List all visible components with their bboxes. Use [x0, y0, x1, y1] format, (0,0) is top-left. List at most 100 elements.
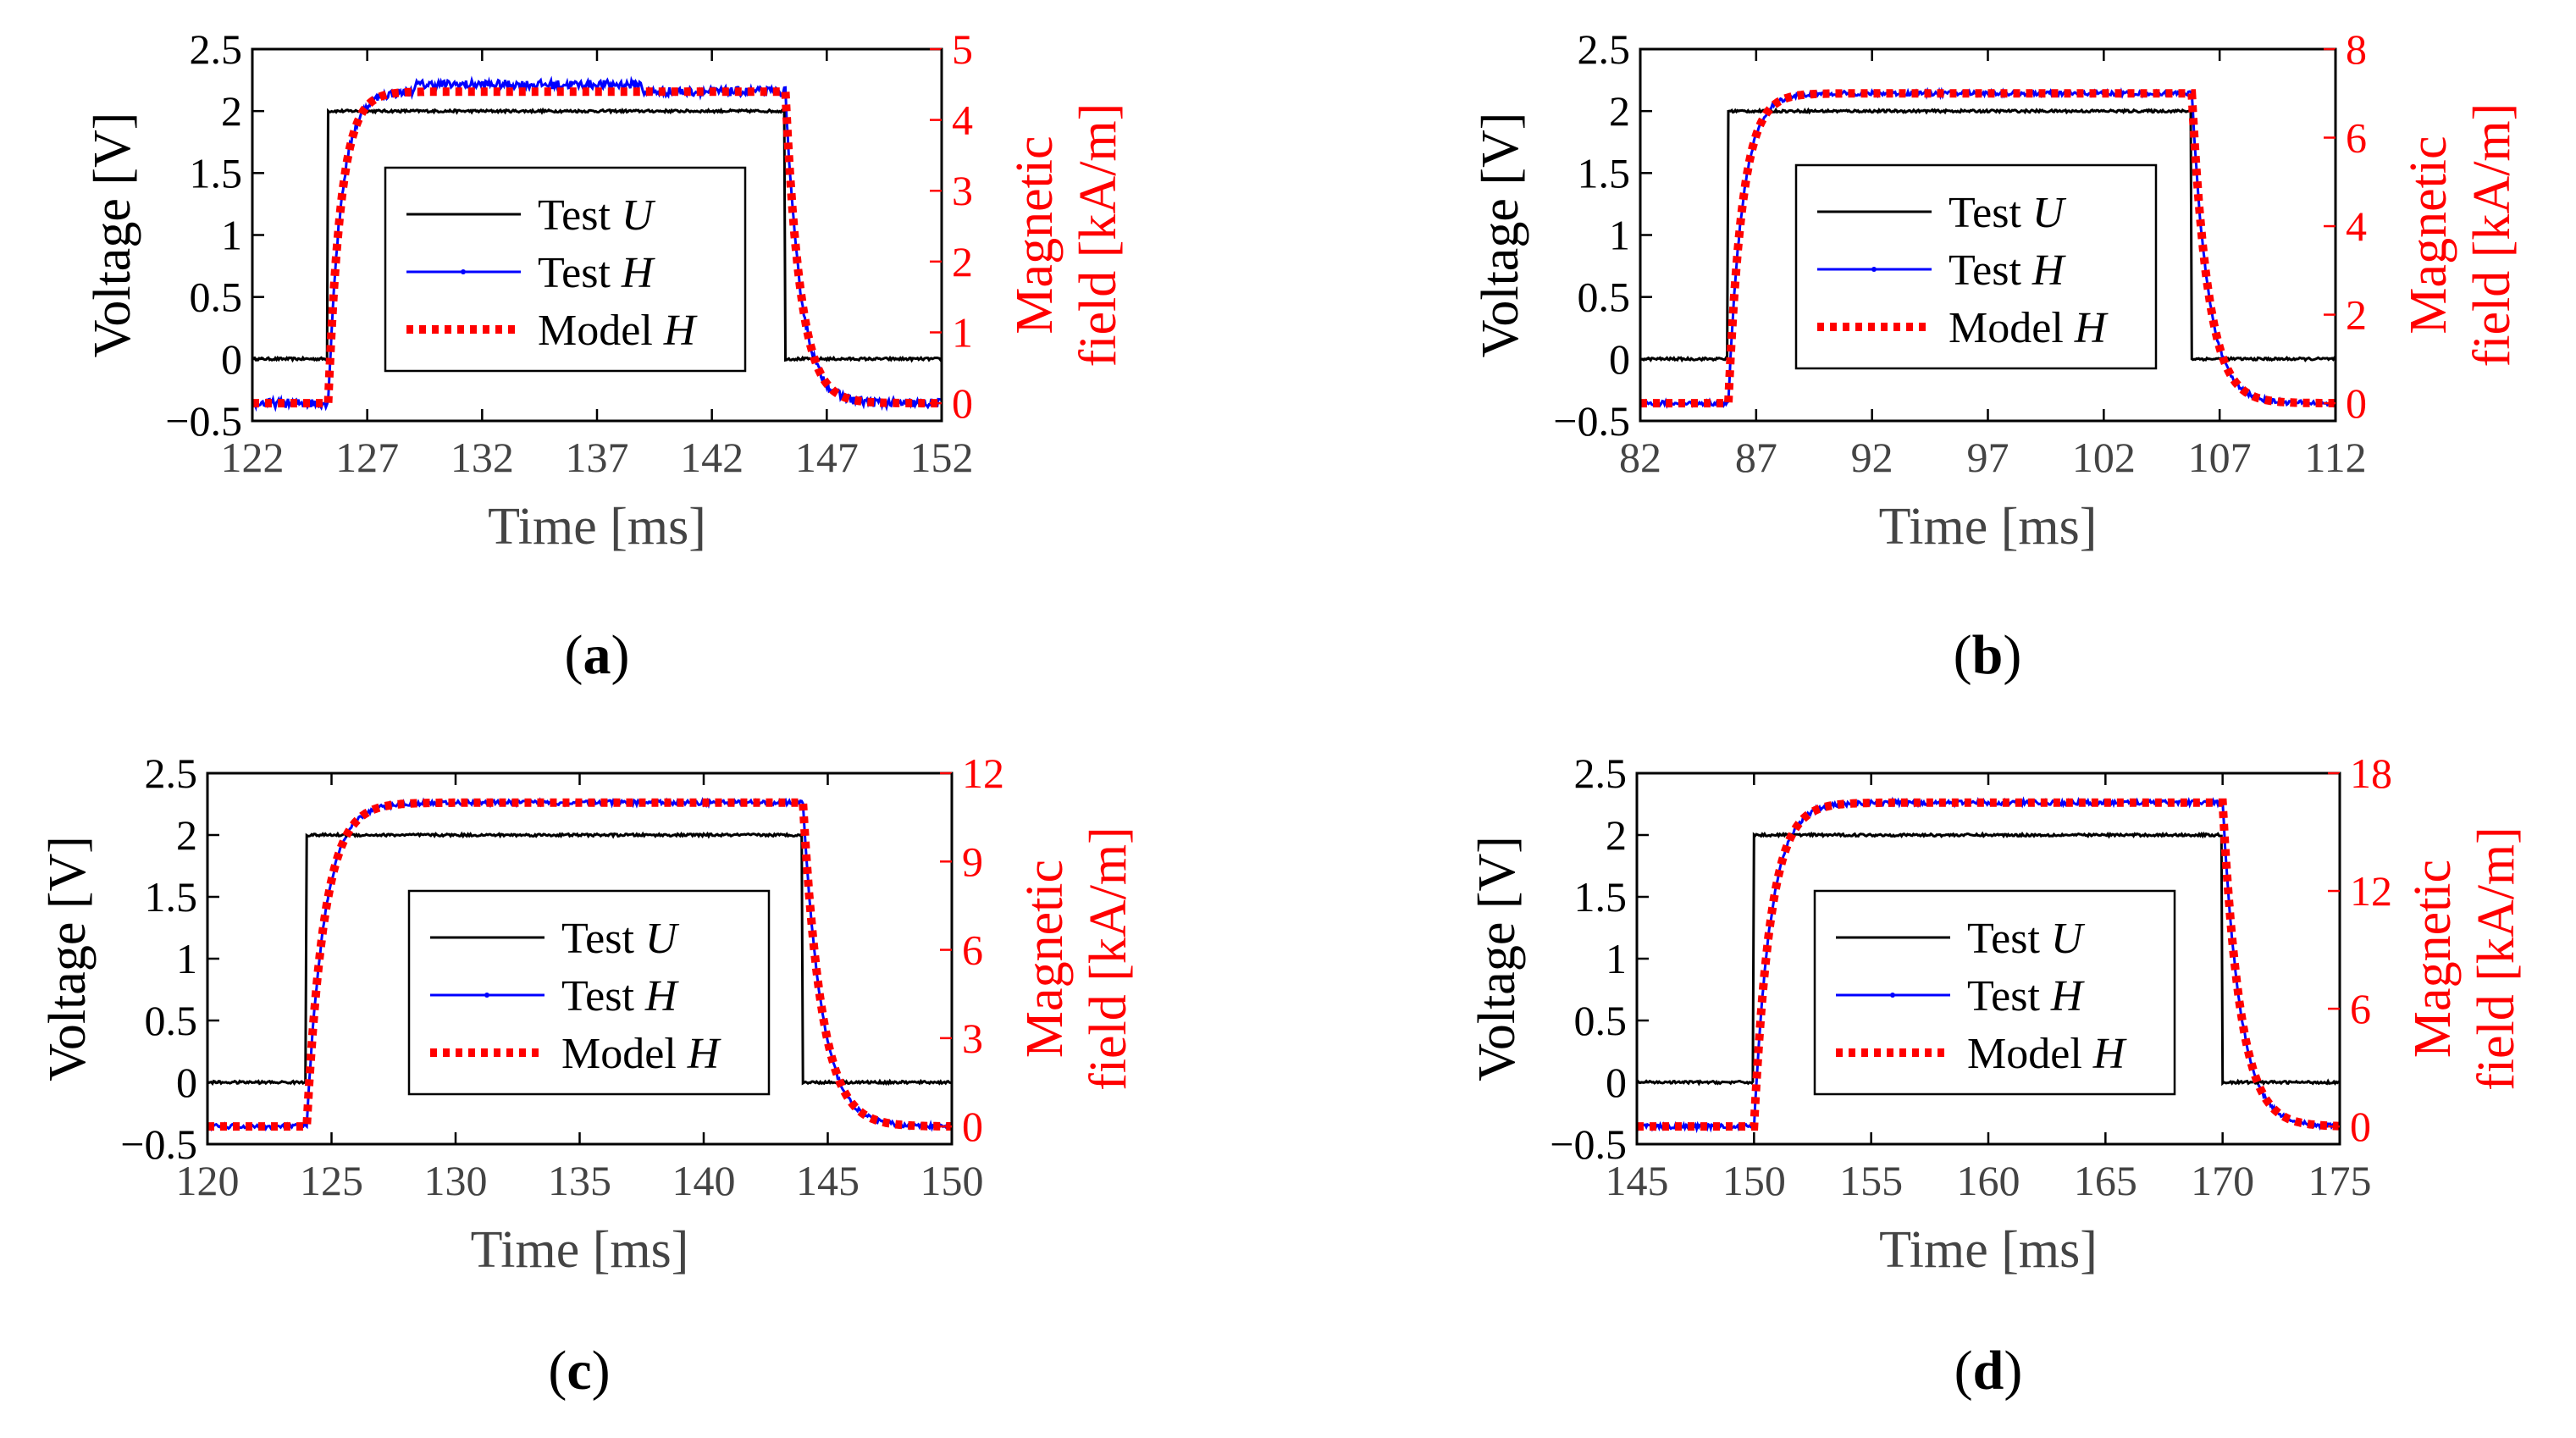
legend-label-symbol: H — [2050, 972, 2085, 1020]
caption-letter: b — [1972, 624, 2004, 686]
ytick-left-label: 1.5 — [190, 149, 243, 196]
y-axis-label-right-line1: Magnetic — [2404, 860, 2462, 1058]
ytick-left-label: 0 — [1609, 335, 1630, 383]
ytick-right-label: 0 — [962, 1103, 983, 1150]
xtick-label: 120 — [176, 1157, 240, 1204]
xtick-label: 137 — [566, 434, 629, 481]
x-axis-label: Time [ms] — [471, 1221, 689, 1279]
legend-box — [407, 889, 771, 1096]
legend-label: Test H — [1967, 972, 2085, 1020]
caption-close: ) — [611, 624, 630, 686]
legend-label-text: Test — [538, 191, 622, 240]
y-axis-label-right-line1: Magnetic — [2400, 136, 2457, 334]
caption-letter: d — [1973, 1340, 2004, 1402]
xtick-label: 130 — [424, 1157, 488, 1204]
ytick-right-label: 6 — [962, 926, 983, 974]
ytick-left-label: 2 — [221, 87, 242, 135]
legend-label-text: Test — [1967, 972, 2051, 1020]
legend-label-symbol: U — [2051, 915, 2086, 963]
ytick-left-label: −0.5 — [1550, 1120, 1627, 1168]
y-axis-label-right-line1: Magnetic — [1006, 136, 1064, 334]
legend-label: Model H — [1967, 1030, 2127, 1078]
series-model-h — [252, 87, 942, 408]
y-axis-label-left: Voltage [V] — [39, 836, 97, 1081]
xtick-label: 135 — [548, 1157, 611, 1204]
ytick-right-label: 5 — [952, 25, 973, 73]
ytick-left-label: 1.5 — [145, 873, 198, 921]
series-model-h — [207, 798, 952, 1131]
ytick-left-label: 2.5 — [1574, 749, 1628, 797]
ytick-left-label: 0.5 — [145, 997, 198, 1044]
panel-a: −0.5 0 0.5 1 1.5 2 2.5 0 1 2 3 4 5 122 127 132 137 142 147… — [84, 25, 1127, 686]
ytick-right-label: 12 — [962, 749, 1004, 797]
legend-label-text: Model — [561, 1030, 688, 1078]
legend-label-symbol: U — [2032, 189, 2067, 237]
xtick-label: 145 — [1606, 1157, 1669, 1204]
legend-label-symbol: H — [621, 249, 655, 297]
series-model-h — [1640, 89, 2336, 408]
ytick-left-label: 1 — [1609, 212, 1630, 259]
legend-label-text: Test — [1949, 189, 2032, 237]
ytick-left-label: 1.5 — [1574, 873, 1628, 921]
ytick-left-label: −0.5 — [1553, 397, 1630, 445]
x-axis-label: Time [ms] — [488, 498, 706, 556]
legend-label-symbol: H — [644, 972, 679, 1020]
xtick-label: 107 — [2188, 434, 2252, 481]
legend-label-text: Test — [1967, 915, 2051, 963]
legend-label: Test H — [1949, 246, 2066, 295]
xtick-label: 147 — [795, 434, 859, 481]
legend-label-text: Test — [561, 972, 645, 1020]
caption-close: ) — [2003, 624, 2021, 686]
xtick-label: 165 — [2074, 1157, 2137, 1204]
x-axis-label: Time [ms] — [1879, 498, 2098, 556]
xtick-label: 155 — [1839, 1157, 1903, 1204]
ytick-right-label: 0 — [952, 379, 973, 427]
caption-close: ) — [2004, 1340, 2022, 1402]
y-axis-label-right-line1: Magnetic — [1016, 860, 1074, 1058]
legend-label: Test H — [538, 249, 655, 297]
ytick-right-label: 6 — [2350, 985, 2371, 1032]
caption-open: ( — [1954, 624, 1972, 686]
legend-label-symbol: H — [2032, 246, 2066, 295]
legend-box — [384, 166, 747, 373]
plot-area-b — [1640, 86, 2336, 409]
legend-label: Model H — [1949, 304, 2109, 352]
legend-label: Test U — [1967, 915, 2086, 963]
legend-label: Model H — [561, 1030, 721, 1078]
ytick-left-label: 2 — [176, 811, 197, 859]
caption-open: ( — [1954, 1340, 1973, 1402]
panel-b: −0.5 0 0.5 1 1.5 2 2.5 0 2 4 6 8 82 87 92 97 102 107 112 Ti… — [1472, 25, 2521, 686]
caption-letter: a — [583, 624, 611, 686]
x-axis-label: Time [ms] — [1879, 1221, 2098, 1279]
xtick-label: 122 — [221, 434, 285, 481]
legend-label-symbol: H — [2074, 304, 2109, 352]
xtick-label: 140 — [672, 1157, 736, 1204]
xtick-label: 87 — [1735, 434, 1777, 481]
ytick-left-label: 1 — [1606, 935, 1627, 982]
xtick-label: 102 — [2072, 434, 2136, 481]
ytick-left-label: 0.5 — [1578, 274, 1631, 321]
legend-label: Test U — [538, 191, 656, 240]
ytick-right-label: 6 — [2346, 114, 2367, 162]
plot-area-c — [207, 796, 952, 1132]
ytick-right-label: 0 — [2346, 379, 2367, 427]
ytick-right-label: 9 — [962, 838, 983, 885]
ytick-left-label: 1 — [221, 212, 242, 259]
plot-area-a — [252, 75, 942, 412]
caption-letter: c — [567, 1340, 591, 1402]
xtick-label: 150 — [1722, 1157, 1786, 1204]
ytick-left-label: 0.5 — [190, 274, 243, 321]
legend-label-text: Model — [1967, 1030, 2093, 1078]
legend-label-text: Test — [1949, 246, 2032, 295]
panel-caption: (c) — [548, 1340, 610, 1402]
xtick-label: 150 — [920, 1157, 984, 1204]
xtick-label: 97 — [1967, 434, 2009, 481]
legend-label-text: Model — [538, 307, 664, 355]
ytick-left-label: 2.5 — [1578, 25, 1631, 73]
legend-label: Test U — [561, 915, 680, 963]
series-test-u — [1637, 831, 2340, 1087]
caption-close: ) — [592, 1340, 611, 1402]
xtick-label: 127 — [335, 434, 399, 481]
